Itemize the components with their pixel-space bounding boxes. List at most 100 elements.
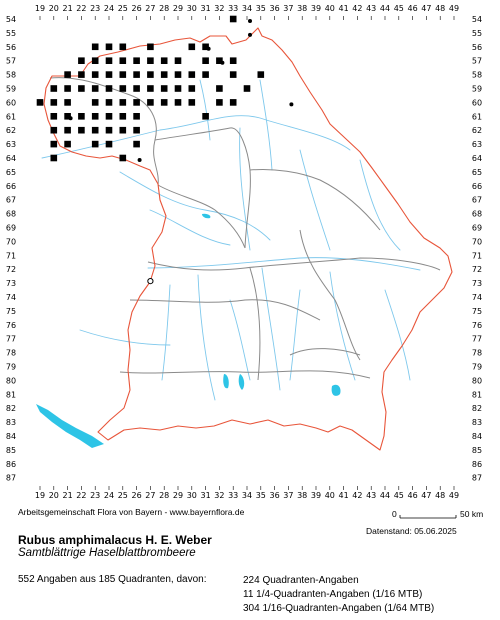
row-label: 60	[6, 98, 16, 107]
column-label: 25	[118, 4, 128, 13]
quadrant-record	[160, 57, 168, 64]
column-label: 41	[339, 4, 349, 13]
quadrant-record	[105, 71, 113, 78]
row-label: 66	[472, 182, 482, 191]
quadrant-record	[147, 43, 154, 51]
row-label: 71	[6, 251, 16, 260]
row-label: 61	[472, 112, 482, 121]
row-label: 78	[472, 349, 482, 358]
quadrant-record	[188, 99, 196, 106]
column-label: 39	[311, 4, 321, 13]
quadrant-record	[229, 15, 237, 23]
row-label: 74	[6, 293, 16, 302]
row-label: 79	[472, 363, 482, 372]
row-label: 64	[472, 154, 482, 163]
quadrant-record	[216, 85, 223, 92]
quadrant-record	[133, 140, 140, 148]
bavaria-border	[43, 27, 453, 451]
quadrant-record	[147, 57, 154, 64]
row-label: 62	[472, 126, 482, 135]
row-label: 74	[472, 293, 482, 302]
row-label: 82	[6, 404, 16, 413]
column-label: 24	[104, 4, 114, 13]
column-label: 37	[283, 491, 293, 500]
column-label: 29	[173, 4, 183, 13]
quadrant-record	[105, 140, 113, 148]
column-label: 38	[297, 491, 307, 500]
row-label: 60	[472, 98, 482, 107]
species-name: Rubus amphimalacus H. E. Weber	[18, 533, 212, 547]
quadrant-record	[64, 113, 71, 120]
quadrant-record	[119, 57, 127, 64]
quadrant-record	[133, 71, 140, 78]
column-label: 19	[35, 4, 45, 13]
data-date: Datenstand: 05.06.2025	[366, 526, 457, 536]
fine-record-dot	[206, 46, 211, 51]
district-borders	[49, 77, 441, 381]
quadrant-record	[91, 126, 99, 134]
column-label: 49	[449, 491, 459, 500]
row-label: 67	[6, 196, 16, 205]
column-label: 24	[104, 491, 114, 500]
row-label: 54	[6, 15, 16, 24]
quadrant-record	[174, 99, 182, 106]
quadrant-record	[78, 71, 85, 78]
quadrant-record	[133, 85, 140, 92]
quadrant-record	[105, 113, 113, 120]
row-label: 80	[6, 376, 16, 385]
quadrant-record	[64, 126, 71, 134]
row-label: 79	[6, 363, 16, 372]
row-label: 82	[472, 404, 482, 413]
column-label: 35	[256, 4, 266, 13]
column-label: 33	[228, 4, 238, 13]
row-label: 78	[6, 349, 16, 358]
column-label: 35	[256, 491, 266, 500]
column-label: 21	[63, 4, 73, 13]
quadrant-record	[133, 57, 140, 64]
quadrant-record	[64, 71, 71, 78]
quadrant-record	[50, 113, 58, 120]
quadrant-record	[91, 113, 99, 120]
fine-record-dot	[248, 32, 252, 37]
row-label: 55	[472, 29, 482, 38]
quadrant-record	[78, 85, 85, 92]
quadrant-record	[174, 57, 182, 64]
column-label: 34	[242, 491, 252, 500]
column-label: 40	[325, 491, 335, 500]
quadrant-record	[105, 99, 113, 106]
quadrant-record	[64, 140, 71, 148]
row-label: 87	[472, 474, 482, 483]
row-label: 86	[472, 460, 482, 469]
column-label: 39	[311, 491, 321, 500]
distribution-map: 1919202021212222232324242525262627272828…	[5, 4, 483, 500]
column-label: 48	[435, 4, 445, 13]
column-label: 28	[159, 491, 169, 500]
quadrant-record	[243, 85, 251, 92]
quadrant-record	[119, 126, 127, 134]
quadrant-record	[78, 57, 85, 64]
quadrant-record	[119, 99, 127, 106]
row-label: 56	[472, 43, 482, 52]
quadrant-record	[257, 71, 265, 78]
quadrant-record	[91, 99, 99, 106]
row-label: 77	[6, 335, 16, 344]
quadrant-record	[105, 126, 113, 134]
column-label: 27	[145, 491, 155, 500]
lake-shape	[331, 384, 341, 396]
quadrant-record	[50, 126, 58, 134]
quadrant-record	[133, 113, 140, 120]
quadrant-record	[202, 43, 209, 51]
row-label: 62	[6, 126, 16, 135]
row-label: 77	[472, 335, 482, 344]
fine-record-dot	[137, 158, 142, 162]
column-label: 42	[352, 4, 362, 13]
row-label: 59	[472, 85, 482, 94]
row-label: 66	[6, 182, 16, 191]
fine-record-dot	[220, 60, 225, 65]
row-label: 58	[472, 71, 482, 80]
quadrant-record	[188, 71, 196, 78]
lake-shape	[36, 404, 104, 448]
column-label: 36	[270, 4, 280, 13]
row-label: 76	[472, 321, 482, 330]
quadrant-record	[202, 113, 209, 120]
